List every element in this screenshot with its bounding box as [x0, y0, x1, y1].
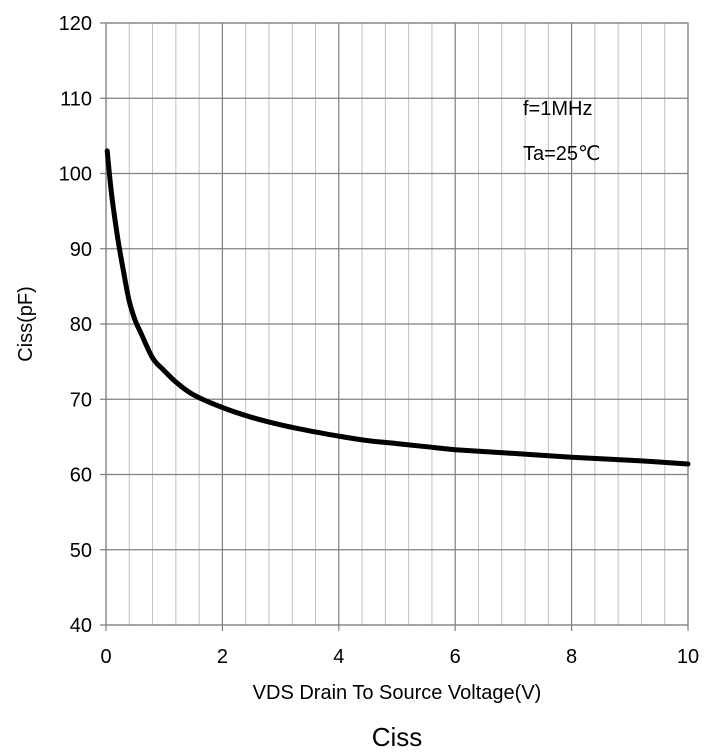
y-tick-label: 110: [60, 88, 92, 110]
y-tick-label: 90: [70, 239, 92, 261]
annotation-frequency: f=1MHz: [523, 98, 592, 120]
major-gridlines: [100, 22, 689, 631]
x-tick-label: 10: [677, 646, 699, 668]
y-tick-label: 120: [59, 13, 92, 35]
series-layer: [104, 148, 691, 467]
y-tick-label: 60: [70, 465, 92, 487]
x-tick-label: 2: [217, 646, 228, 668]
y-tick-label: 80: [70, 314, 92, 336]
plot-border: [105, 22, 689, 626]
tick-labels: 0 2 4 6 8 10 40 50 60 70 80 90 100 110 120: [59, 13, 700, 668]
x-tick-label: 6: [450, 646, 461, 668]
chart-title: Ciss: [372, 722, 423, 751]
y-tick-label: 50: [70, 540, 92, 562]
ciss-series-line: [104, 148, 691, 467]
x-axis-title: VDS Drain To Source Voltage(V): [253, 682, 542, 704]
y-tick-label: 40: [70, 615, 92, 637]
annotation-temperature: Ta=25℃: [523, 143, 601, 165]
y-tick-label: 100: [59, 164, 92, 186]
x-tick-label: 0: [100, 646, 111, 668]
x-tick-label: 4: [333, 646, 344, 668]
y-axis-title: Ciss(pF): [15, 286, 37, 362]
x-tick-label: 8: [566, 646, 577, 668]
y-tick-label: 70: [70, 389, 92, 411]
